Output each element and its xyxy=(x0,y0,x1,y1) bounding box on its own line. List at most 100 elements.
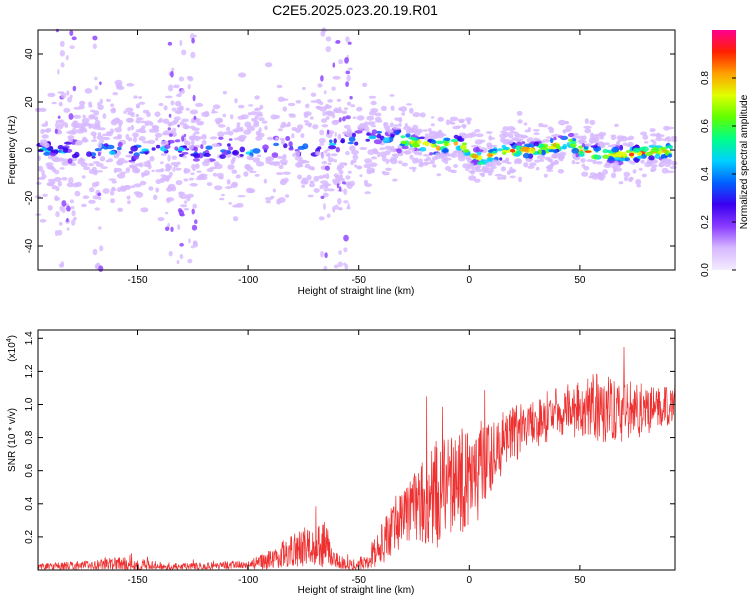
spectrogram-cell xyxy=(486,157,493,161)
spectrogram-cell xyxy=(110,188,117,192)
spectrogram-cell xyxy=(166,198,171,204)
spectrogram-cell xyxy=(228,202,232,205)
spectrogram-cell xyxy=(500,137,506,143)
colorbar-tick-label: 0.0 xyxy=(700,263,711,277)
spectrogram-cell xyxy=(373,148,377,152)
spectrogram-cell xyxy=(373,139,382,145)
spectrogram-cell xyxy=(474,129,481,133)
spectrogram-cell xyxy=(154,132,163,138)
spectrogram-cell xyxy=(525,158,534,161)
spectrogram-cell xyxy=(441,157,447,163)
spectrogram-cell xyxy=(398,160,403,164)
spectrogram-cell xyxy=(602,169,608,175)
spectrogram-cell xyxy=(123,185,131,190)
spectrogram-cell xyxy=(603,163,612,168)
spectrogram-cell xyxy=(356,165,363,169)
spectrogram-cell xyxy=(92,134,97,140)
spectrogram-cell xyxy=(557,157,562,160)
spectrogram-cell xyxy=(309,180,315,184)
spectrogram-cell xyxy=(652,146,658,153)
spectrogram-cell xyxy=(94,207,101,211)
spectrogram-cell xyxy=(557,135,564,139)
spectrogram-cell xyxy=(523,122,528,126)
spectrogram-cell xyxy=(337,261,343,268)
spectrogram-cell xyxy=(61,177,68,181)
spectrogram-cell xyxy=(655,136,663,142)
spectrogram-cell xyxy=(584,128,592,134)
spectrogram-cell xyxy=(312,124,319,130)
spectrogram-cell xyxy=(307,194,314,198)
spectrogram-cell xyxy=(533,137,538,143)
spectrogram-cell xyxy=(214,163,223,170)
spectrogram-cell xyxy=(81,175,86,179)
spectrogram-cell xyxy=(664,150,669,156)
spectrogram-cell xyxy=(41,123,48,127)
spectrogram-cell xyxy=(178,191,183,199)
spectrogram-cell xyxy=(168,174,172,179)
spectrogram-cell xyxy=(499,157,503,161)
spectrogram-cell xyxy=(185,107,190,111)
spectrogram-cell xyxy=(165,95,173,99)
spectrogram-cell xyxy=(370,156,378,160)
spectrogram-cell xyxy=(459,144,467,150)
spectrogram-cell xyxy=(256,161,265,167)
spectrogram-cell xyxy=(343,124,351,129)
spectrogram-cell xyxy=(333,159,338,163)
spectrogram-cell xyxy=(171,155,177,160)
spectrogram-cell xyxy=(179,121,185,126)
spectrogram-cell xyxy=(51,185,58,190)
spectrogram-cell xyxy=(419,112,426,118)
spectrogram-cell xyxy=(321,124,329,128)
spectrogram-cell xyxy=(282,171,291,175)
spectrogram-cell xyxy=(422,154,430,157)
spectrogram-cell xyxy=(640,131,648,136)
spectrogram-cell xyxy=(346,128,352,133)
spectrogram-cell xyxy=(201,140,207,145)
spectrogram-cell xyxy=(576,135,584,139)
spectrogram-cell xyxy=(361,123,367,130)
spectrogram-cell xyxy=(99,98,104,105)
spectrogram-cell xyxy=(471,153,479,159)
spectrogram-cell xyxy=(91,182,98,188)
spectrogram-cell xyxy=(368,95,377,99)
spectrogram-cell xyxy=(275,136,279,142)
spectrogram-cell xyxy=(68,113,74,120)
snr-y-scale-exp: 4 xyxy=(6,338,13,342)
spectrogram-cell xyxy=(346,181,351,187)
spectrogram-cell xyxy=(515,150,520,155)
spectrogram-cell xyxy=(499,133,508,139)
spectrogram-cell xyxy=(347,203,350,209)
spectrogram-cell xyxy=(325,36,332,42)
spectrogram-cell xyxy=(193,115,197,120)
spectrogram-cell xyxy=(116,173,126,179)
spectrogram-cell xyxy=(506,161,512,165)
spectrogram-cell xyxy=(230,159,235,165)
spectrogram-cell xyxy=(523,162,529,168)
spectrogram-cell xyxy=(354,141,359,146)
spectrogram-cell xyxy=(547,164,553,170)
spectrogram-cell xyxy=(344,162,347,167)
spectrogram-cell xyxy=(57,68,60,75)
spectrogram-cell xyxy=(280,162,288,166)
spectrogram-cell xyxy=(164,144,171,149)
spectrogram-cell xyxy=(195,102,204,107)
spectrogram-cell xyxy=(55,122,59,129)
spectrogram-cell xyxy=(643,141,649,144)
spectrogram-cell xyxy=(188,76,194,82)
spectrogram-cell xyxy=(368,111,377,116)
spectrogram-cell xyxy=(442,147,449,154)
spectrogram-cell xyxy=(477,161,484,165)
spectrogram-cell xyxy=(419,162,424,167)
spectrogram-cell xyxy=(92,35,98,41)
spectrogram-cell xyxy=(310,92,317,97)
spectrogram-cell xyxy=(348,136,356,142)
spectrogram-cell xyxy=(343,262,347,266)
spectrogram-cell xyxy=(632,169,637,174)
spectrogram-cell xyxy=(422,141,429,146)
spectrogram-cell xyxy=(345,81,349,87)
spectrogram-cell xyxy=(190,172,195,176)
spectrogram-cell xyxy=(553,149,558,154)
spectrogram-cell xyxy=(551,154,559,159)
spectrogram-cell xyxy=(253,120,259,125)
spectrogram-cell xyxy=(239,154,244,157)
